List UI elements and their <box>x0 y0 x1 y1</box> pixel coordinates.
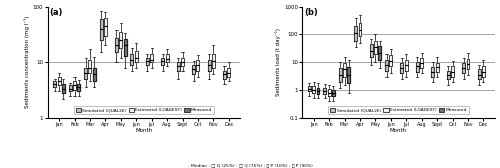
Polygon shape <box>181 58 184 66</box>
Polygon shape <box>78 84 80 91</box>
Polygon shape <box>192 65 195 74</box>
Polygon shape <box>348 67 350 83</box>
Polygon shape <box>208 60 210 71</box>
X-axis label: Month: Month <box>136 128 152 133</box>
Polygon shape <box>324 88 326 94</box>
Y-axis label: Sediments load (t day⁻¹): Sediments load (t day⁻¹) <box>275 28 281 96</box>
Polygon shape <box>390 55 392 67</box>
Legend: Simulated (QUAL2E), Estimated (LOADEST), Measured: Simulated (QUAL2E), Estimated (LOADEST),… <box>328 106 468 114</box>
Polygon shape <box>436 63 438 72</box>
Polygon shape <box>343 64 346 77</box>
Polygon shape <box>68 86 71 91</box>
Polygon shape <box>451 67 454 77</box>
Y-axis label: Sediments concentration (mg l⁻¹): Sediments concentration (mg l⁻¹) <box>24 16 30 108</box>
Polygon shape <box>420 58 423 68</box>
Polygon shape <box>120 32 122 48</box>
Polygon shape <box>223 71 226 79</box>
Polygon shape <box>150 54 153 62</box>
Polygon shape <box>378 46 381 60</box>
Polygon shape <box>130 54 134 65</box>
Polygon shape <box>62 84 65 93</box>
Polygon shape <box>370 44 372 57</box>
Polygon shape <box>478 69 480 79</box>
X-axis label: Month: Month <box>390 128 407 133</box>
Polygon shape <box>447 71 450 79</box>
Polygon shape <box>146 58 149 65</box>
Polygon shape <box>100 19 102 40</box>
Polygon shape <box>316 88 320 94</box>
Polygon shape <box>162 58 164 65</box>
Polygon shape <box>328 89 330 96</box>
Polygon shape <box>54 81 56 87</box>
Polygon shape <box>312 86 315 93</box>
Polygon shape <box>374 41 377 54</box>
Polygon shape <box>432 67 434 77</box>
Polygon shape <box>88 60 92 73</box>
Polygon shape <box>176 62 180 71</box>
Polygon shape <box>135 51 138 62</box>
Polygon shape <box>166 54 168 62</box>
Polygon shape <box>73 81 76 90</box>
Polygon shape <box>84 68 87 79</box>
Polygon shape <box>400 64 404 73</box>
Polygon shape <box>93 68 96 81</box>
Polygon shape <box>228 68 230 77</box>
Polygon shape <box>124 39 126 56</box>
Polygon shape <box>405 60 407 71</box>
Polygon shape <box>358 23 362 36</box>
Legend: Simulated (QUAL2E), Estimated (LOADEST), Measured: Simulated (QUAL2E), Estimated (LOADEST),… <box>74 106 214 114</box>
Polygon shape <box>354 26 357 41</box>
Polygon shape <box>466 59 469 69</box>
Text: - Median : □ Q (25%) : □ Q (75%) : ⎯ P (10%) : ⎯ P (90%): - Median : □ Q (25%) : □ Q (75%) : ⎯ P (… <box>188 163 312 167</box>
Polygon shape <box>115 38 118 52</box>
Text: (a): (a) <box>50 8 63 17</box>
Polygon shape <box>58 77 60 86</box>
Polygon shape <box>308 86 311 91</box>
Polygon shape <box>482 67 485 77</box>
Polygon shape <box>385 60 388 71</box>
Text: (b): (b) <box>304 8 318 17</box>
Polygon shape <box>212 54 215 68</box>
Polygon shape <box>104 18 107 36</box>
Polygon shape <box>332 90 335 96</box>
Polygon shape <box>416 62 419 72</box>
Polygon shape <box>462 64 465 73</box>
Polygon shape <box>339 68 342 81</box>
Polygon shape <box>196 60 200 71</box>
